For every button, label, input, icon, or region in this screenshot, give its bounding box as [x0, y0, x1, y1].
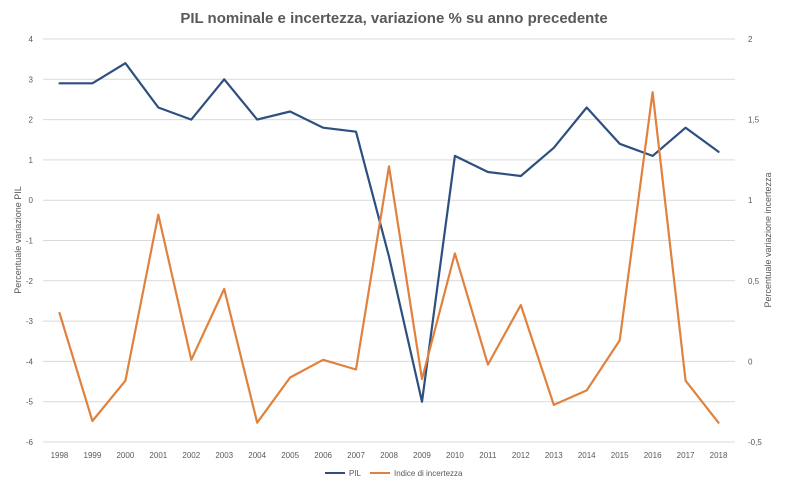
- left-tick-label: 3: [29, 75, 34, 84]
- x-tick-label: 2005: [281, 451, 299, 460]
- series-lines: [58, 62, 720, 424]
- right-tick-label: 1,5: [748, 116, 760, 125]
- chart-title: PIL nominale e incertezza, variazione % …: [180, 10, 607, 27]
- x-tick-label: 2016: [644, 451, 662, 460]
- left-tick-label: 2: [29, 116, 34, 125]
- legend-label-pil: PIL: [349, 469, 362, 478]
- left-tick-label: -2: [26, 277, 34, 286]
- right-tick-label: 0,5: [748, 277, 760, 286]
- x-tick-label: 2000: [116, 451, 134, 460]
- x-tick-label: 2017: [677, 451, 695, 460]
- x-tick-label: 2002: [182, 451, 200, 460]
- legend-label-incertezza: Indice di incertezza: [394, 469, 463, 478]
- left-tick-label: -3: [26, 317, 34, 326]
- x-tick-label: 2018: [710, 451, 728, 460]
- right-tick-label: -0,5: [748, 438, 762, 447]
- left-axis-ticks: 4 3 2 1 0 -1 -2 -3 -4 -5 -6: [26, 35, 34, 447]
- series-line-incertezza: [58, 91, 720, 424]
- x-tick-label: 2015: [611, 451, 629, 460]
- x-tick-label: 2001: [149, 451, 167, 460]
- x-tick-label: 2003: [215, 451, 233, 460]
- x-tick-label: 2004: [248, 451, 266, 460]
- right-axis-title: Percentuale variazione incertezza: [763, 172, 773, 307]
- series-line-pil: [58, 62, 720, 403]
- x-tick-label: 2010: [446, 451, 464, 460]
- left-tick-label: 0: [29, 196, 34, 205]
- x-tick-label: 1998: [51, 451, 69, 460]
- left-tick-label: 1: [29, 156, 34, 165]
- x-tick-label: 2012: [512, 451, 530, 460]
- x-tick-label: 2009: [413, 451, 431, 460]
- x-tick-label: 2006: [314, 451, 332, 460]
- left-tick-label: -4: [26, 357, 34, 366]
- right-tick-label: 0: [748, 357, 753, 366]
- x-tick-label: 2014: [578, 451, 596, 460]
- right-axis-ticks: 2 1,5 1 0,5 0 -0,5: [748, 35, 762, 447]
- x-axis-ticks: 1998 1999 2000 2001 2002 2003 2004 2005 2006 2007…: [51, 451, 728, 460]
- x-tick-label: 1999: [84, 451, 102, 460]
- left-axis-title: Percentuale variazione PIL: [13, 186, 23, 294]
- left-tick-label: -1: [26, 237, 34, 246]
- x-tick-label: 2007: [347, 451, 365, 460]
- right-tick-label: 2: [748, 35, 753, 44]
- left-tick-label: 4: [29, 35, 34, 44]
- legend: PIL Indice di incertezza: [325, 469, 463, 478]
- x-tick-label: 2008: [380, 451, 398, 460]
- left-tick-label: -6: [26, 438, 34, 447]
- right-tick-label: 1: [748, 196, 753, 205]
- x-tick-label: 2011: [479, 451, 497, 460]
- x-tick-label: 2013: [545, 451, 563, 460]
- gridlines: [43, 38, 735, 443]
- left-tick-label: -5: [26, 398, 34, 407]
